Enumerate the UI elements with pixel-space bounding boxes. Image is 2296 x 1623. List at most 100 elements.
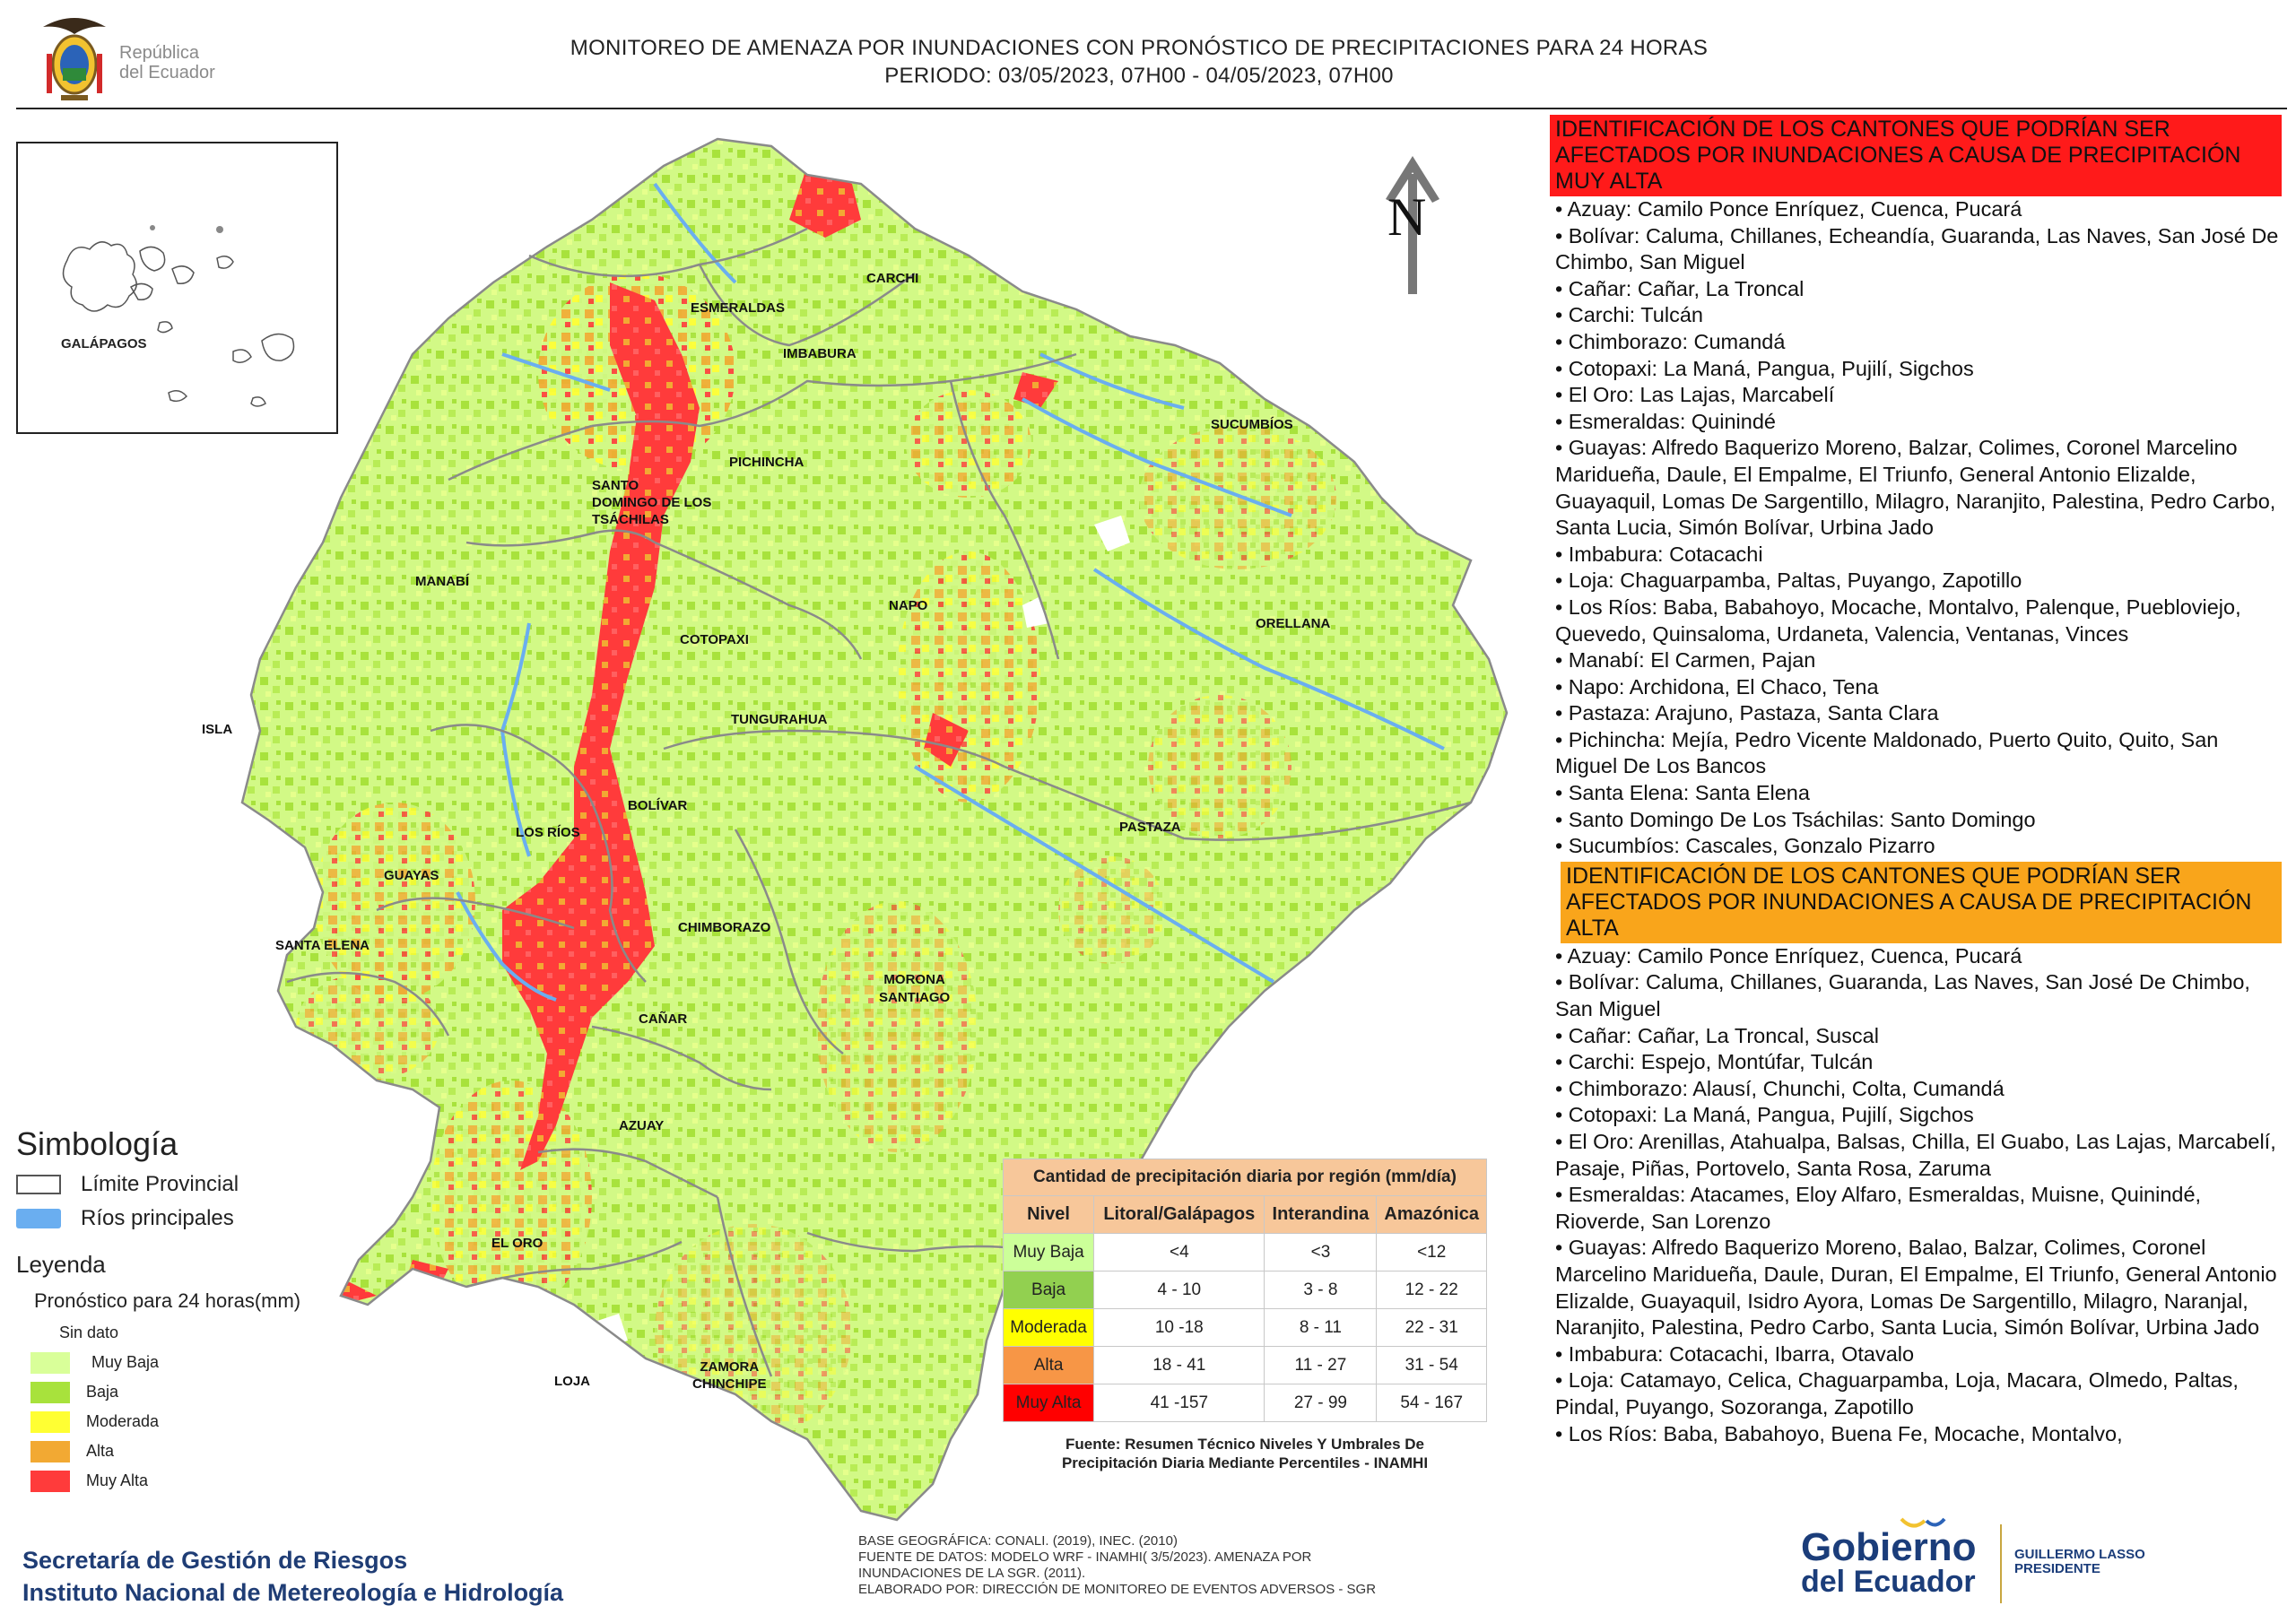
footer-organizations: Secretaría de Gestión de Riesgos Institu… [22,1544,563,1609]
president-title: PRESIDENTE [2014,1561,2100,1576]
canton-item: • Sucumbíos: Cascales, Gonzalo Pizarro [1555,834,1935,858]
rios-swatch [16,1209,61,1228]
canton-item: • Esmeraldas: Atacames, Eloy Alfaro, Esm… [1555,1183,2202,1233]
canton-item: • Carchi: Espejo, Montúfar, Tulcán [1555,1050,1874,1074]
canton-item: • Cotopaxi: La Maná, Pangua, Pujilí, Sig… [1555,356,1974,380]
table-cell-interandina: 8 - 11 [1264,1308,1378,1347]
source-line1: Fuente: Resumen Técnico Niveles Y Umbral… [1065,1436,1424,1453]
north-arrow-icon [1386,156,1439,294]
very-high-header: IDENTIFICACIÓN DE LOS CANTONES QUE PODRÍ… [1550,115,2282,196]
map-title-line2: PERIODO: 03/05/2023, 07H00 - 04/05/2023,… [884,64,1394,88]
legend-level-label: Alta [86,1442,115,1460]
north-arrow: N [1377,152,1448,296]
table-cell-nivel: Moderada [1002,1308,1095,1347]
very-high-canton-list: • Azuay: Camilo Ponce Enríquez, Cuenca, … [1550,196,2282,860]
logo-text-ecuador: del Ecuador [119,63,215,82]
table-cell-litoral: 41 -157 [1093,1384,1265,1422]
del-ecuador-text: del Ecuador [1801,1565,1976,1599]
table-row: Muy Alta 41 -157 27 - 99 54 - 167 [1002,1384,1487,1422]
legend-level-row: Muy Baja [16,1348,393,1377]
legend-level-row: Baja [16,1377,393,1407]
canton-item: • Chimborazo: Alausí, Chunchi, Colta, Cu… [1555,1076,2005,1100]
table-cell-interandina: <3 [1264,1233,1378,1271]
table-header-interandina: Interandina [1264,1195,1378,1234]
gobierno-logo: Gobierno del Ecuador GUILLERMO LASSO PRE… [1801,1515,2178,1614]
high-canton-list: • Azuay: Camilo Ponce Enríquez, Cuenca, … [1550,943,2282,1447]
legend-level-row: Sin dato [16,1318,393,1348]
leyenda-title: Leyenda [16,1251,106,1278]
simbologia-title: Simbología [16,1125,178,1162]
limite-label: Límite Provincial [81,1172,239,1196]
canton-item: • Manabí: El Carmen, Pajan [1555,648,1816,673]
table-cell-litoral: 18 - 41 [1093,1346,1265,1384]
canton-item: • Cotopaxi: La Maná, Pangua, Pujilí, Sig… [1555,1103,1974,1127]
header-divider [16,108,2287,109]
table-title: Cantidad de precipitación diaria por reg… [1003,1159,1487,1196]
label-isla: ISLA [202,722,233,737]
legend-levels: Sin dato Muy Baja Baja Moderada Alta Muy Alta [16,1318,393,1496]
table-cell-litoral: 10 -18 [1093,1308,1265,1347]
gobierno-flag-mark-icon [1900,1517,1946,1528]
canton-item: • El Oro: Arenillas, Atahualpa, Balsas, … [1555,1130,2276,1180]
meta-line1: BASE GEOGRÁFICA: CONALI. (2019), INEC. (… [858,1533,1178,1549]
table-cell-litoral: <4 [1093,1233,1265,1271]
legend-level-swatch [30,1351,70,1374]
legend-rios-row: Ríos principales [16,1206,393,1231]
legend-level-label: Sin dato [59,1324,119,1341]
limite-swatch [16,1175,61,1194]
legend-level-label: Muy Baja [91,1353,160,1371]
precipitation-table: Cantidad de precipitación diaria por reg… [1002,1159,1487,1422]
map-title-line1: MONITOREO DE AMENAZA POR INUNDACIONES CO… [570,36,1709,60]
canton-item: • Los Ríos: Baba, Babahoyo, Mocache, Mon… [1555,595,2241,646]
canton-item: • Chimborazo: Cumandá [1555,329,1786,353]
canton-item: • Bolívar: Caluma, Chillanes, Echeandía,… [1555,223,2279,274]
footer-org-inamhi: Instituto Nacional de Metereología e Hid… [22,1579,564,1606]
legend-level-label: Baja [86,1383,119,1401]
table-row: Muy Baja <4 <3 <12 [1002,1233,1487,1271]
footer-org-sgr: Secretaría de Gestión de Riesgos [22,1547,408,1574]
table-cell-amazonica: 54 - 167 [1376,1384,1487,1422]
canton-item: • Guayas: Alfredo Baquerizo Moreno, Balz… [1555,436,2276,540]
legend-level-swatch [30,1440,70,1462]
pronostico-label: Pronóstico para 24 horas(mm) [34,1289,301,1312]
map-title: MONITOREO DE AMENAZA POR INUNDACIONES CO… [466,34,1812,90]
canton-item: • Napo: Archidona, El Chaco, Tena [1555,674,1879,699]
north-label: N [1387,187,1427,247]
legend-level-row: Alta [16,1436,393,1466]
logo-text-republica: República [119,43,199,63]
galapagos-inset: GALÁPAGOS [16,142,338,434]
table-cell-interandina: 11 - 27 [1264,1346,1378,1384]
table-cell-interandina: 27 - 99 [1264,1384,1378,1422]
gobierno-text: Gobierno [1801,1525,1977,1569]
table-row: Moderada 10 -18 8 - 11 22 - 31 [1002,1308,1487,1347]
legend-level-label: Muy Alta [86,1471,149,1489]
table-header-amazonica: Amazónica [1376,1195,1487,1234]
canton-item: • Santa Elena: Santa Elena [1555,781,1810,805]
canton-item: • Pichincha: Mejía, Pedro Vicente Maldon… [1555,727,2219,778]
coat-of-arms-icon [43,18,106,100]
canton-item: • Imbabura: Cotacachi [1555,542,1763,566]
canton-item: • Carchi: Tulcán [1555,303,1703,327]
table-cell-amazonica: 12 - 22 [1376,1271,1487,1309]
canton-item: • Pastaza: Arajuno, Pastaza, Santa Clara [1555,701,1939,725]
meta-line4: ELABORADO POR: DIRECCIÓN DE MONITOREO DE… [858,1582,1377,1597]
legend-panel: Simbología Límite Provincial Ríos princi… [16,1125,393,1496]
legend-level-row: Muy Alta [16,1466,393,1496]
table-cell-nivel: Muy Alta [1002,1384,1095,1422]
canton-item: • Cañar: Cañar, La Troncal, Suscal [1555,1023,1879,1047]
label-galapagos: GALÁPAGOS [61,336,147,352]
canton-item: • Azuay: Camilo Ponce Enríquez, Cuenca, … [1555,943,2022,968]
canton-item: • Bolívar: Caluma, Chillanes, Guaranda, … [1555,970,2250,1021]
canton-item: • Loja: Catamayo, Celica, Chaguarpamba, … [1555,1368,2239,1419]
table-source-note: Fuente: Resumen Técnico Niveles Y Umbral… [1003,1435,1487,1472]
table-cell-amazonica: 22 - 31 [1376,1308,1487,1347]
president-name: GUILLERMO LASSO [2014,1547,2145,1562]
table-cell-amazonica: <12 [1376,1233,1487,1271]
canton-item: • El Oro: Las Lajas, Marcabelí [1555,383,1835,407]
republica-logo: República del Ecuador [34,9,249,108]
table-cell-nivel: Muy Baja [1002,1233,1095,1271]
table-cell-interandina: 3 - 8 [1264,1271,1378,1309]
table-cell-litoral: 4 - 10 [1093,1271,1265,1309]
meta-line2: FUENTE DE DATOS: MODELO WRF - INAMHI( 3/… [858,1549,1312,1565]
table-row: Alta 18 - 41 11 - 27 31 - 54 [1002,1346,1487,1384]
